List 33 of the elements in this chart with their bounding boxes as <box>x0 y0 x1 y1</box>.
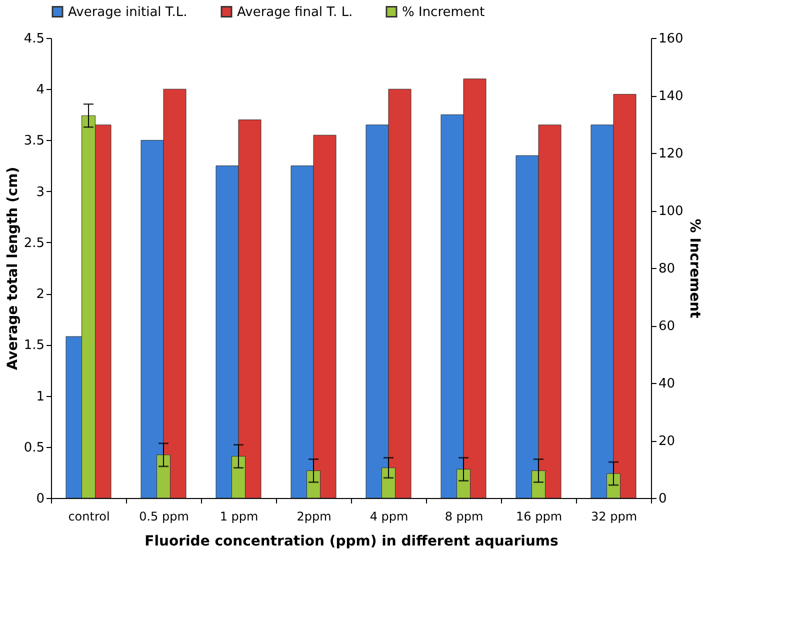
y2-tick-label: 20 <box>658 434 676 449</box>
x-tick-label: 16 ppm <box>516 510 562 524</box>
y2-tick-label: 160 <box>658 32 684 46</box>
y2-tick-label: 80 <box>658 262 676 276</box>
y-tick-label: 3 <box>36 184 44 200</box>
y-tick-label: 2 <box>36 287 44 302</box>
y2-tick-label: 40 <box>658 376 676 392</box>
legend-label: Average final T. L. <box>237 4 353 20</box>
x-tick-label: control <box>68 510 110 524</box>
y-tick-label: 3.5 <box>24 134 44 149</box>
legend-label: Average initial T.L. <box>68 4 188 20</box>
y2-tick-label: 140 <box>658 89 684 104</box>
y-tick-label: 1.5 <box>24 338 44 354</box>
y2-axis-title: % Increment <box>686 218 702 319</box>
legend-label: % Increment <box>402 4 485 20</box>
y2-tick-label: 100 <box>658 204 684 219</box>
x-axis-title: Fluoride concentration (ppm) in different aquariums <box>144 534 558 550</box>
y-tick-label: 4.5 <box>24 32 44 46</box>
y-tick-label: 1 <box>36 389 44 404</box>
x-tick-label: 2ppm <box>296 510 332 524</box>
y-tick-label: 4 <box>36 82 44 98</box>
y-tick-label: 2.5 <box>24 236 44 251</box>
y2-tick-label: 120 <box>658 146 684 162</box>
x-tick-label: 8 ppm <box>444 510 484 524</box>
y-tick-label: 0 <box>36 492 44 506</box>
y2-tick-label: 0 <box>658 492 667 506</box>
x-tick-label: 32 ppm <box>590 510 638 524</box>
y-tick-label: 0.5 <box>24 440 44 456</box>
x-tick-label: 4 ppm <box>370 510 408 524</box>
y2-tick-label: 60 <box>658 319 676 334</box>
x-tick-label: 0.5 ppm <box>139 510 189 524</box>
x-tick-label: 1 ppm <box>220 510 258 524</box>
y-axis-title: Average total length (cm) <box>4 166 21 370</box>
